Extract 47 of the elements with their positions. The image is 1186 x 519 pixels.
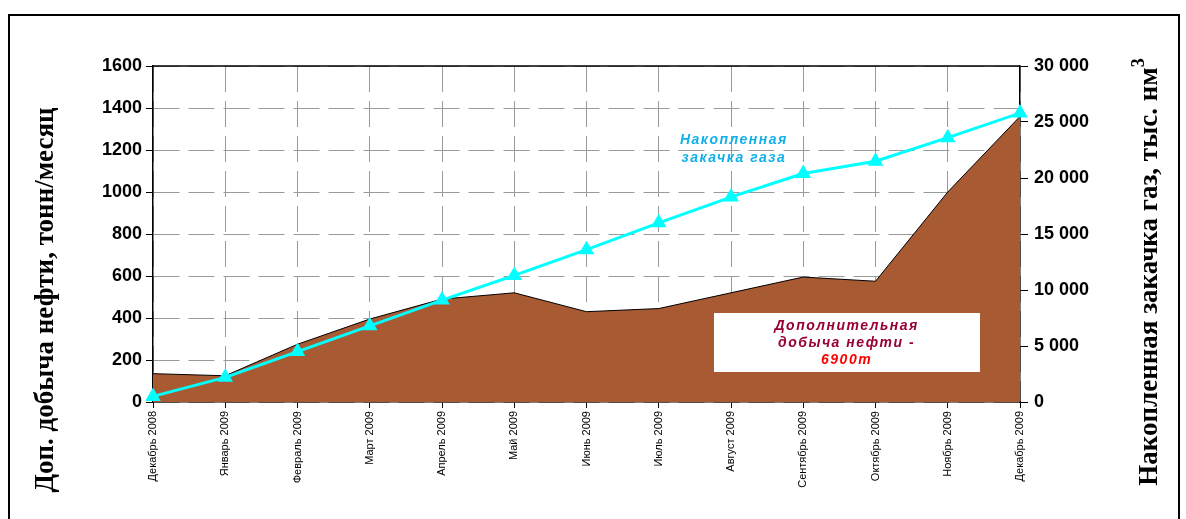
y-tick-label: 200 — [111, 348, 142, 369]
x-tick-label: Январь 2009 — [218, 411, 231, 477]
point — [507, 267, 521, 280]
series-label: Дополнительная добыча нефти - — [772, 316, 920, 351]
y-axis-title: Доп. добыча нефти, тонн/месяц — [28, 107, 59, 493]
x-tick-label: Апрель 2009 — [435, 411, 448, 476]
y-tick-label: 1000 — [101, 180, 142, 201]
point — [579, 242, 594, 255]
y2-tick-label: 0 — [1034, 390, 1045, 411]
point — [146, 388, 160, 401]
y2-tick-label: 30 000 — [1034, 54, 1090, 75]
x-tick-label: Июнь 2009 — [579, 411, 592, 467]
x-tick-label: Сентябрь 2009 — [796, 411, 809, 488]
y-tick-label: 1200 — [101, 138, 142, 159]
y-tick-label: 600 — [111, 264, 142, 285]
x-tick-label: Декабрь 2009 — [1013, 411, 1026, 482]
point — [868, 153, 883, 166]
y-tick-label: 800 — [111, 222, 142, 243]
x-tick-label: Май 2009 — [507, 411, 520, 461]
point — [724, 189, 738, 202]
x-tick-label: Декабрь 2008 — [146, 411, 159, 482]
series-label: Накопленная закачка газа — [679, 130, 788, 165]
y-tick-label: 0 — [131, 390, 142, 411]
y2-tick-label: 20 000 — [1034, 166, 1090, 187]
x-tick-label: Октябрь 2009 — [868, 411, 881, 482]
x-tick-label: Март 2009 — [362, 411, 375, 465]
y2-tick-label: 25 000 — [1034, 110, 1090, 131]
y-tick-label: 1600 — [101, 54, 142, 75]
x-tick-label: Ноябрь 2009 — [940, 411, 953, 477]
point — [796, 166, 810, 179]
y2-tick-label: 5 000 — [1034, 334, 1080, 355]
x-tick-label: Февраль 2009 — [290, 411, 303, 484]
point — [1013, 105, 1027, 118]
point — [290, 344, 305, 357]
y-tick-label: 1400 — [101, 96, 142, 117]
point — [218, 369, 232, 382]
y2-tick-label: 10 000 — [1034, 278, 1090, 299]
point — [652, 215, 666, 228]
point — [363, 318, 377, 331]
x-tick-label: Июль 2009 — [651, 411, 664, 467]
y2-tick-label: 15 000 — [1034, 222, 1090, 243]
y-tick-label: 400 — [111, 306, 142, 327]
point — [941, 130, 955, 143]
y2-axis-title: Накопленная закачка газ, тыс. нм3 — [1127, 58, 1163, 486]
annotation: 6900т — [820, 350, 874, 368]
point — [435, 292, 449, 305]
x-tick-label: Август 2009 — [724, 411, 737, 472]
